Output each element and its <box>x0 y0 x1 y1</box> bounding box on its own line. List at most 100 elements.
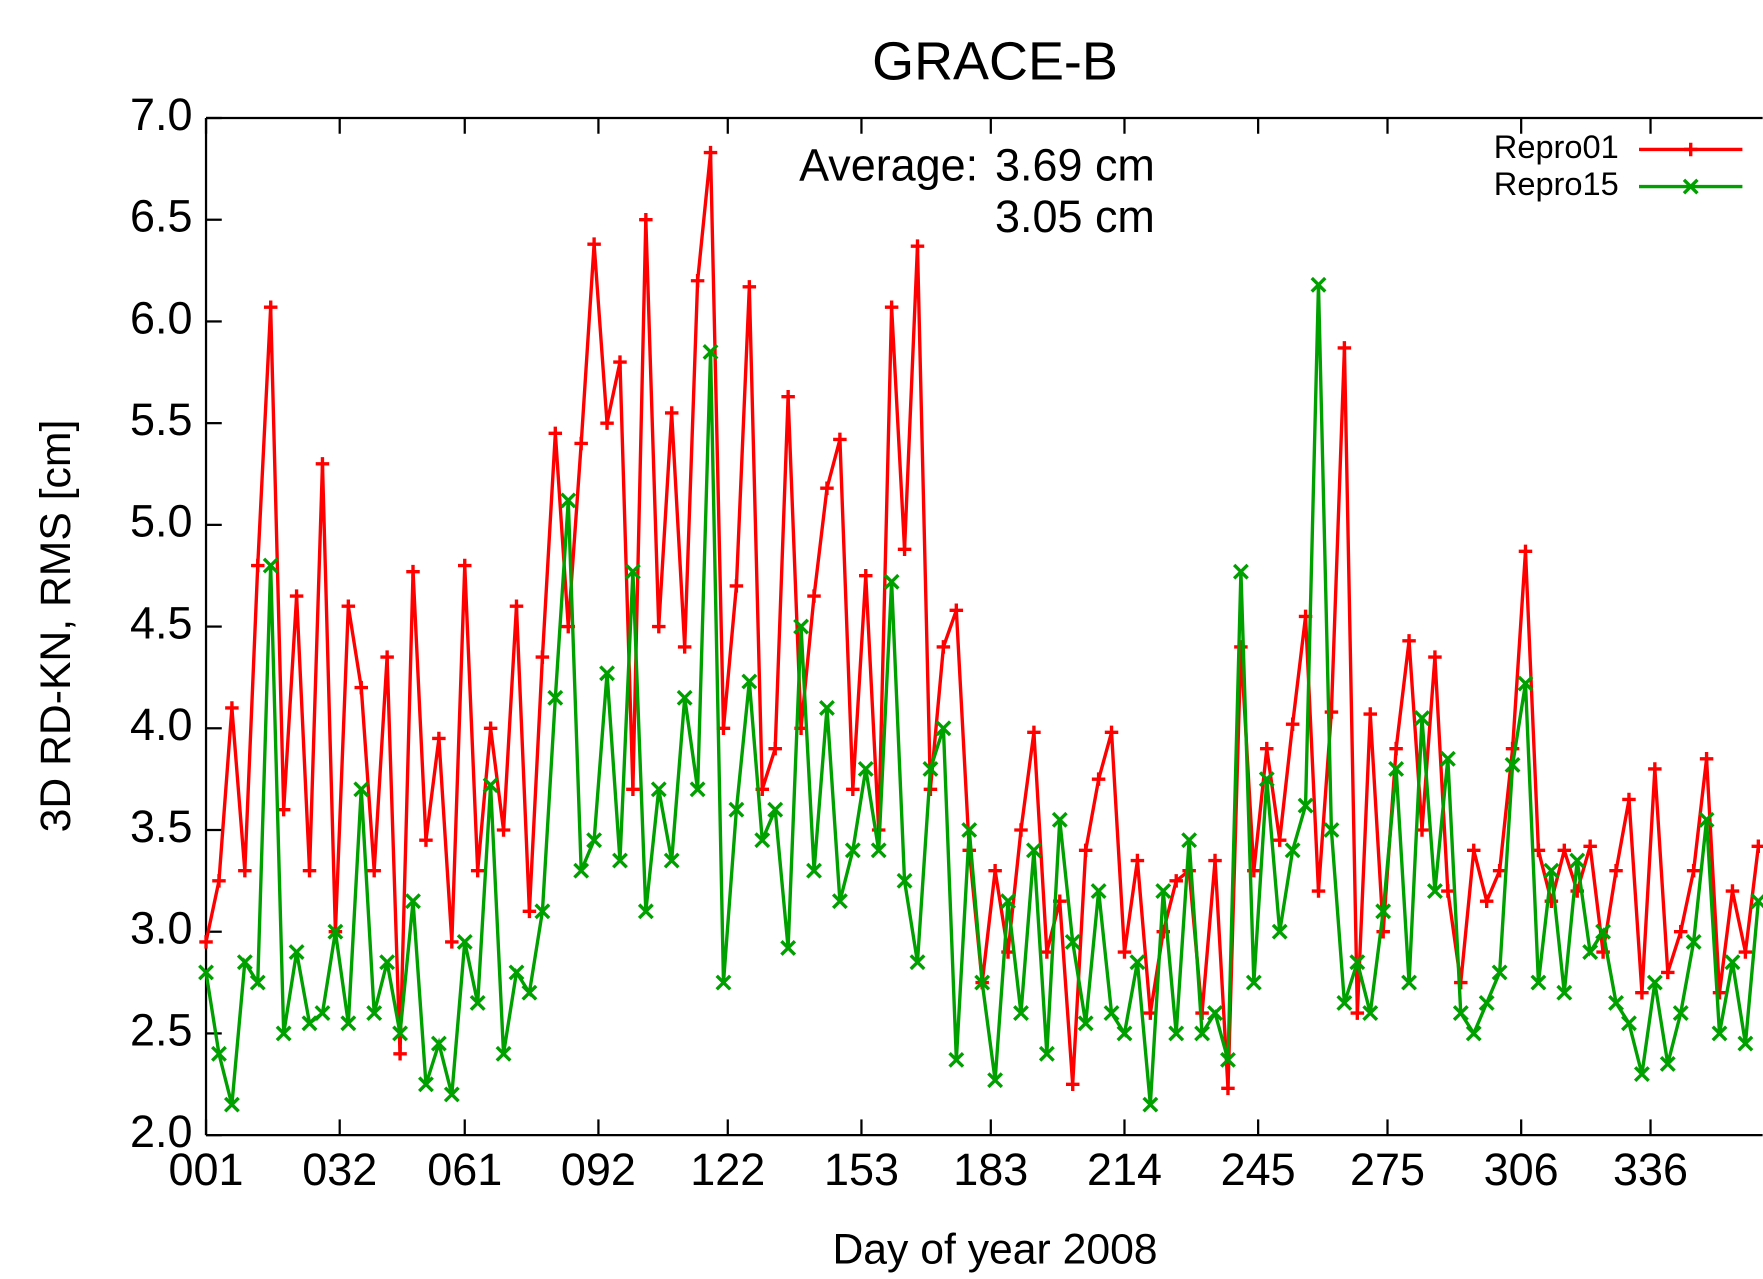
data-point <box>703 145 718 160</box>
data-point <box>1685 933 1702 950</box>
data-point <box>573 862 590 879</box>
y-tick-label: 6.5 <box>130 191 192 242</box>
data-point <box>857 761 874 777</box>
x-tick-label: 214 <box>1087 1144 1162 1195</box>
data-point <box>883 573 900 590</box>
data-point <box>496 823 511 837</box>
data-point <box>1271 923 1288 940</box>
data-point <box>1518 544 1533 559</box>
data-point <box>1478 994 1495 1011</box>
data-point <box>1648 762 1662 776</box>
data-point <box>1428 650 1442 664</box>
data-point <box>1712 985 1727 1000</box>
data-point <box>1232 563 1249 580</box>
data-point <box>896 872 913 889</box>
data-point <box>831 893 848 910</box>
data-point <box>663 852 680 869</box>
data-point <box>1284 842 1301 859</box>
data-point <box>1633 1066 1650 1083</box>
x-tick-label: 001 <box>169 1144 244 1195</box>
data-point <box>1182 863 1196 878</box>
data-point <box>1142 1096 1159 1113</box>
data-point <box>225 701 239 715</box>
data-point <box>676 689 693 706</box>
data-point <box>327 923 344 940</box>
data-point <box>1064 933 1081 950</box>
data-point <box>909 954 926 971</box>
legend-label: Repro15 <box>1494 165 1619 202</box>
data-point <box>198 964 214 981</box>
data-point <box>340 1015 357 1032</box>
data-point <box>870 842 887 859</box>
data-point <box>1077 1015 1094 1032</box>
y-tick-label: 5.0 <box>130 496 192 547</box>
data-point <box>1699 752 1714 766</box>
data-point <box>936 640 951 654</box>
data-point <box>263 300 278 314</box>
data-point <box>483 721 498 736</box>
data-point <box>961 822 978 838</box>
data-point <box>1065 1077 1080 1092</box>
data-point <box>742 280 757 294</box>
data-point <box>406 564 420 579</box>
data-point <box>522 904 537 919</box>
data-point <box>1336 994 1353 1011</box>
data-point <box>1595 923 1612 940</box>
data-point <box>1038 1045 1055 1062</box>
data-point <box>1090 883 1107 899</box>
data-point <box>910 239 925 253</box>
data-point <box>754 832 771 849</box>
data-point <box>1169 874 1183 888</box>
data-point <box>1272 833 1287 847</box>
data-point <box>1452 1005 1469 1022</box>
data-point <box>262 557 279 574</box>
data-point <box>366 1005 383 1022</box>
data-point <box>1310 276 1327 293</box>
data-point <box>212 874 226 888</box>
data-point <box>548 426 563 441</box>
data-point <box>1673 924 1688 939</box>
data-point <box>418 1076 434 1093</box>
data-point <box>1401 974 1417 991</box>
data-point <box>482 777 499 794</box>
data-point <box>288 944 305 960</box>
data-point <box>393 1047 407 1061</box>
data-point <box>1621 1015 1637 1032</box>
x-tick-label: 275 <box>1350 1144 1425 1195</box>
data-point <box>535 650 550 664</box>
data-point <box>637 903 654 920</box>
x-tick-label: 153 <box>824 1144 899 1195</box>
data-point <box>1129 954 1146 971</box>
data-point <box>367 863 381 878</box>
data-point <box>1389 741 1403 756</box>
data-point <box>1556 984 1573 1001</box>
data-point <box>1245 974 1262 991</box>
data-point <box>1711 1025 1728 1042</box>
data-point <box>211 1045 227 1062</box>
data-point <box>741 673 758 690</box>
data-point <box>729 579 744 593</box>
data-point <box>419 833 433 847</box>
data-point <box>238 863 252 878</box>
data-point <box>650 781 667 798</box>
data-point <box>432 731 446 746</box>
data-point <box>639 212 653 227</box>
legend-marker <box>1683 142 1698 157</box>
data-point <box>1103 1005 1120 1022</box>
data-point <box>1375 903 1392 920</box>
data-point <box>1635 985 1649 1000</box>
data-point <box>1376 924 1390 939</box>
data-point <box>1362 1005 1379 1022</box>
data-point <box>1349 954 1366 971</box>
data-point <box>199 935 213 949</box>
data-point <box>341 599 356 613</box>
data-point <box>1751 839 1763 854</box>
data-point <box>392 1025 409 1042</box>
data-point <box>443 1086 460 1103</box>
data-point <box>275 1025 292 1042</box>
data-point <box>1686 863 1701 878</box>
data-point <box>1285 717 1300 731</box>
annotation-value: 3.69 cm <box>995 139 1155 190</box>
legend-marker <box>1682 178 1699 195</box>
data-point <box>1234 640 1248 654</box>
